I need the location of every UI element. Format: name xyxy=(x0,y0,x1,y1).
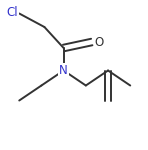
Text: Cl: Cl xyxy=(6,6,18,18)
Text: N: N xyxy=(59,64,68,77)
Text: O: O xyxy=(95,36,104,48)
